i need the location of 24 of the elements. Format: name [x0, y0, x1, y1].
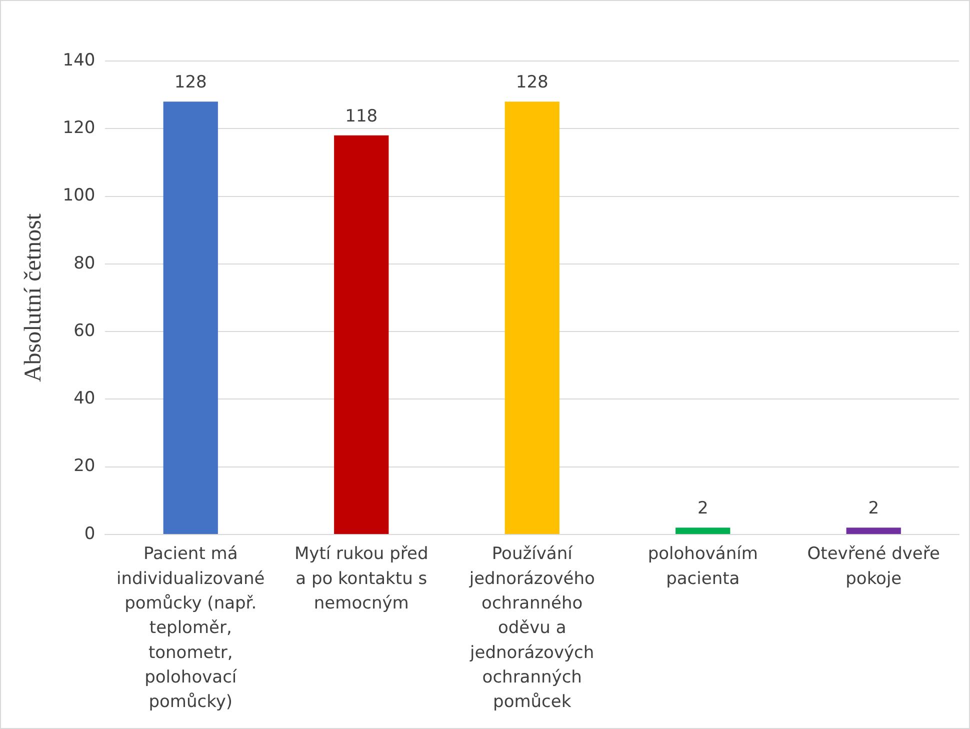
y-tick-label: 40 [74, 388, 96, 409]
y-tick-label: 120 [62, 118, 96, 138]
bar [846, 528, 901, 534]
bar [676, 528, 730, 534]
y-tick-label: 0 [84, 524, 96, 544]
data-label: 128 [174, 72, 207, 93]
y-tick-label: 80 [74, 253, 96, 274]
x-tick-label: Mytí rukou před a po kontaktu s nemocným [294, 544, 428, 614]
x-tick-label: Otevřené dveře pokoje [807, 544, 940, 589]
bar [163, 102, 218, 534]
x-tick-label: Používání jednorázového ochranného oděvu a jednorázových ochranných pomůcek [468, 544, 595, 712]
x-tick-label: Pacient má individualizované pomůcky (např. teploměr, tonometr, polohovací pomůcky) [116, 544, 265, 712]
y-tick-label: 20 [74, 456, 96, 476]
y-tick-label: 60 [74, 320, 96, 341]
data-label: 2 [868, 498, 880, 519]
data-label: 118 [345, 106, 378, 126]
bar [334, 135, 389, 534]
x-tick-label: polohováním pacienta [648, 544, 758, 589]
data-label: 2 [697, 498, 708, 519]
bar [504, 102, 560, 534]
data-label: 128 [516, 72, 548, 93]
y-tick-label: 100 [62, 186, 96, 206]
y-axis-title: Absolutní četnost [20, 213, 47, 382]
y-tick-label: 140 [62, 50, 96, 70]
